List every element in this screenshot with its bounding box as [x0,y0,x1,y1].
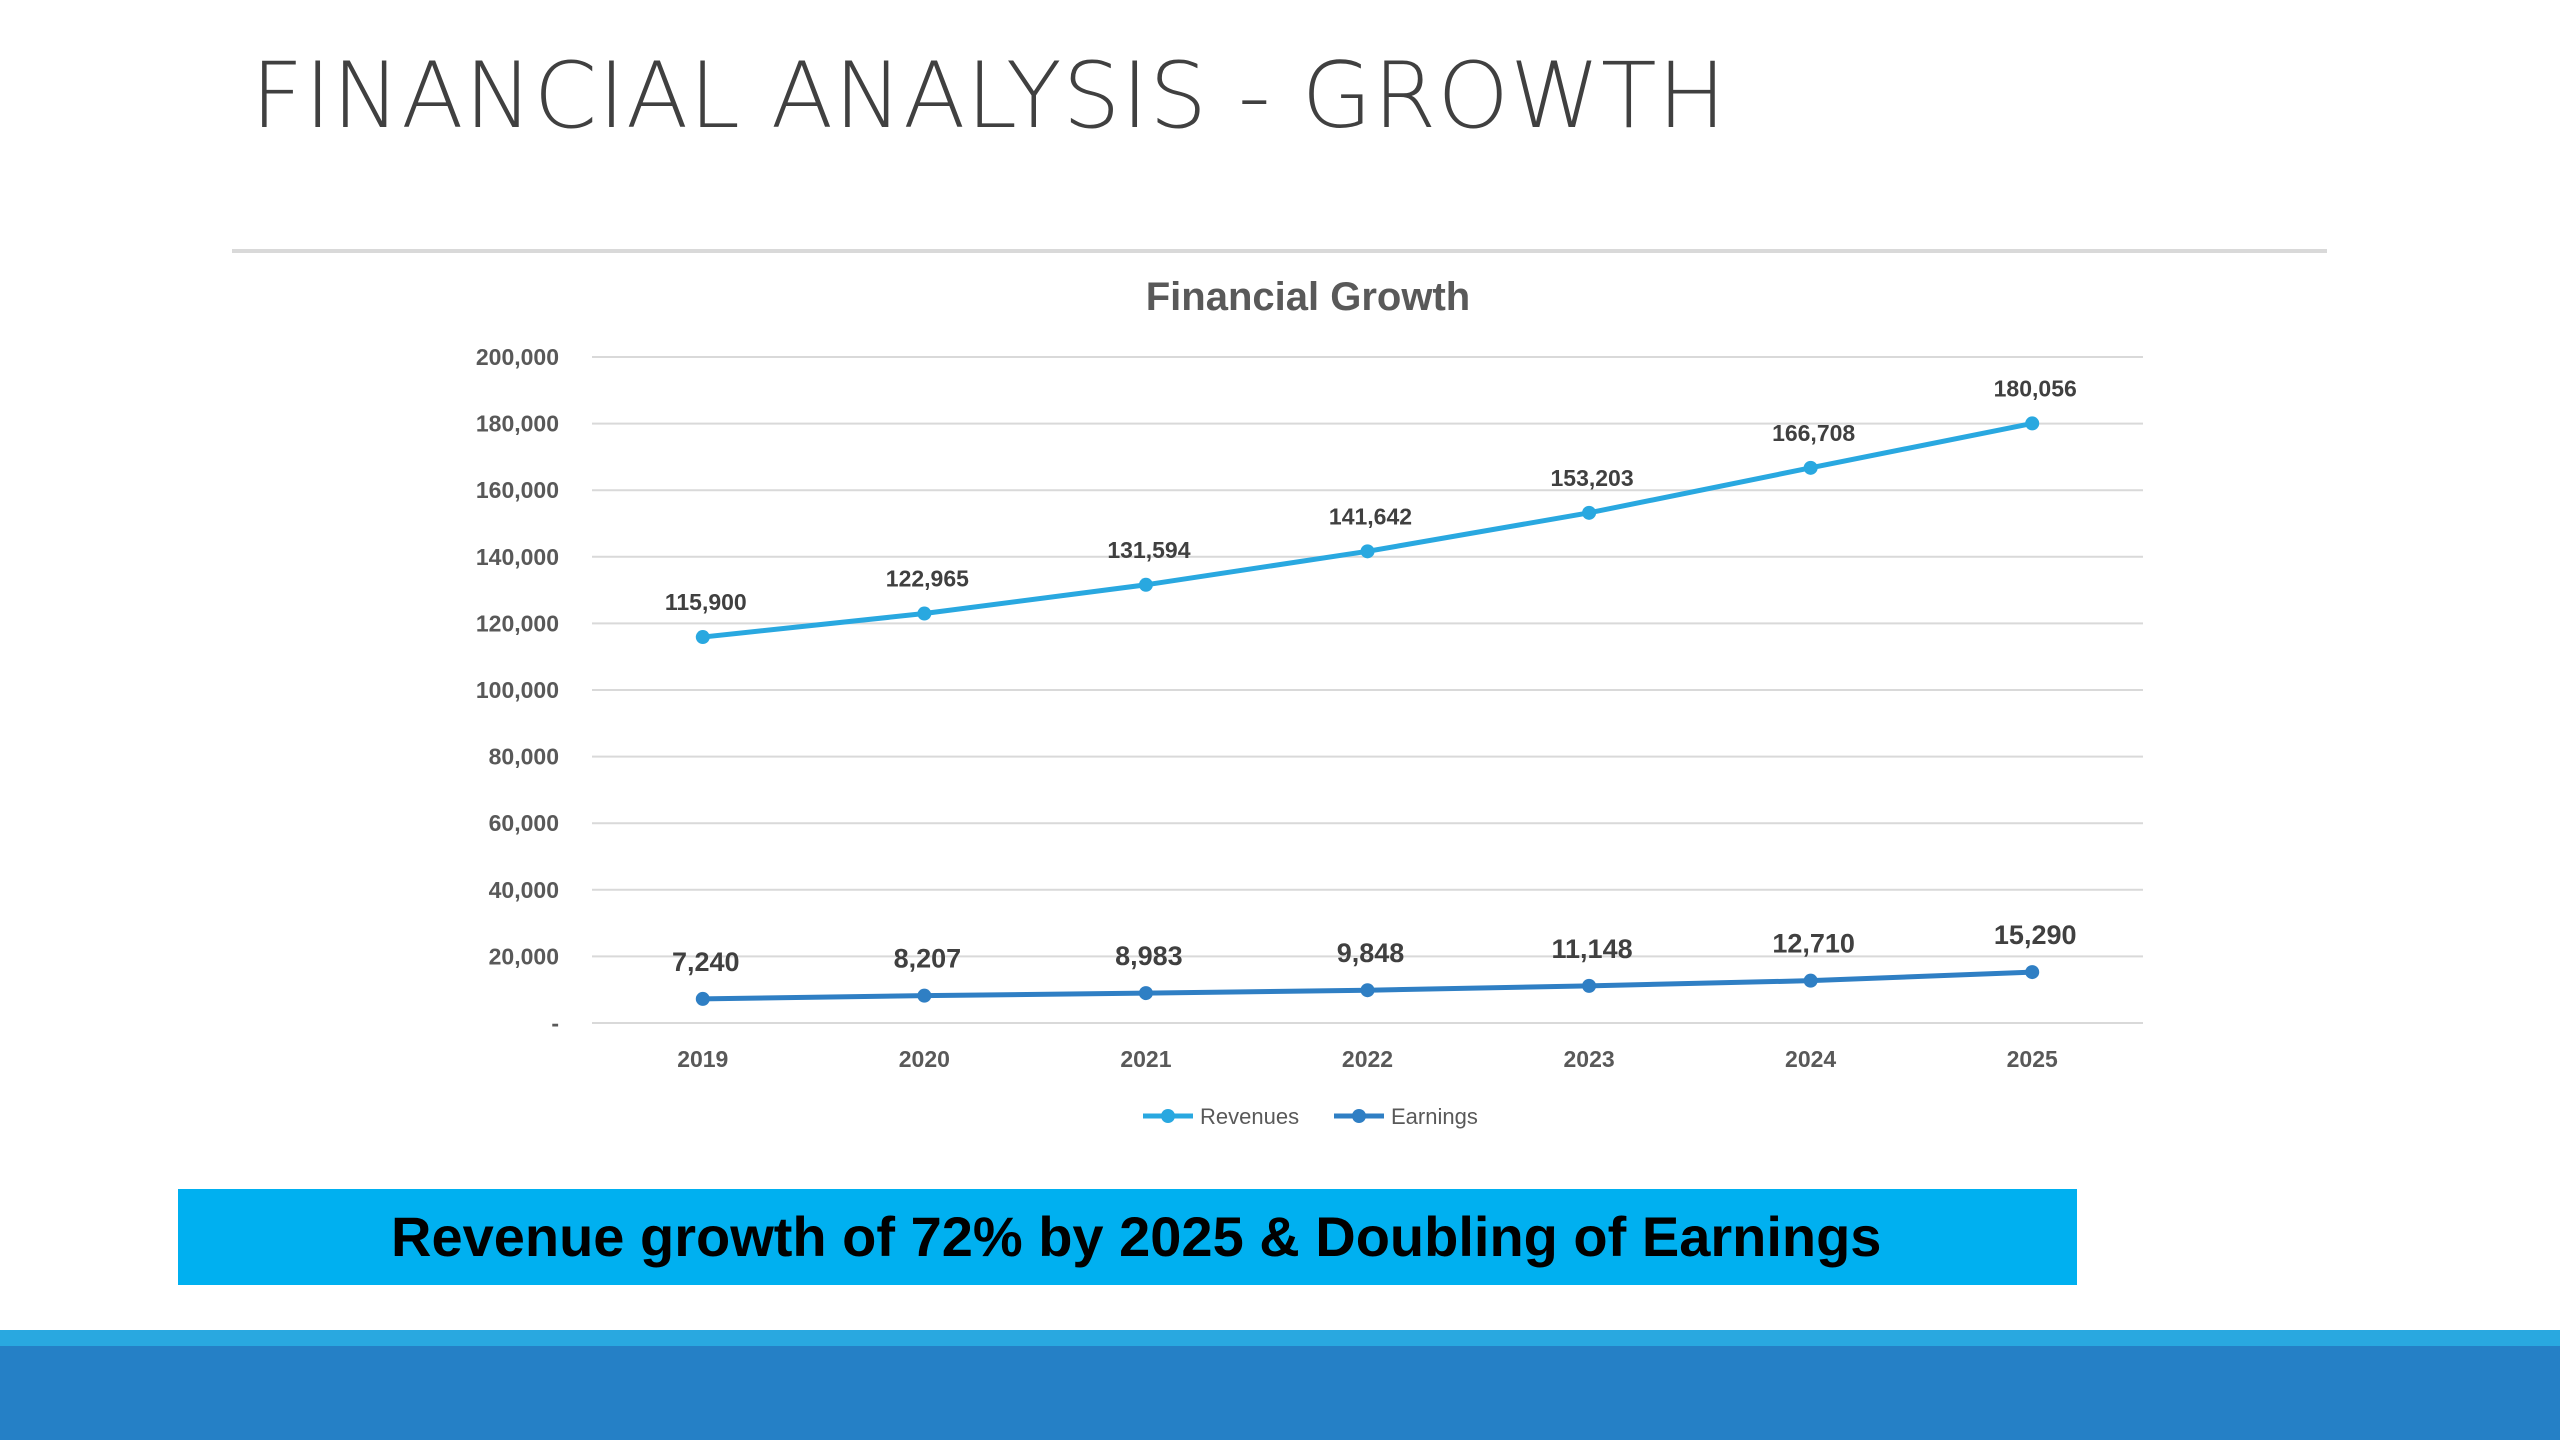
data-point-earnings [695,991,710,1006]
data-point-earnings [917,988,932,1003]
data-label-earnings: 7,240 [672,947,740,977]
data-label-revenues: 180,056 [1994,375,2077,401]
data-label-earnings: 8,983 [1115,941,1183,971]
data-point-revenues [1360,544,1375,559]
data-point-earnings [1360,983,1375,998]
data-point-earnings [1138,986,1153,1001]
callout-banner: Revenue growth of 72% by 2025 & Doubling… [178,1189,2077,1285]
data-point-revenues [695,630,710,645]
data-point-earnings [1582,978,1597,993]
data-label-earnings: 15,290 [1994,920,2077,950]
data-point-revenues [2025,416,2040,431]
slide-title: FINANCIAL ANALYSIS - GROWTH [251,44,1728,149]
y-tick-label: 60,000 [489,810,559,836]
y-tick-label: 40,000 [489,877,559,903]
data-point-earnings [2025,965,2040,980]
data-point-earnings [1803,973,1818,988]
x-tick-label: 2019 [677,1046,728,1072]
data-label-earnings: 8,207 [894,944,962,974]
data-label-revenues: 153,203 [1551,465,1634,491]
x-tick-label: 2024 [1785,1046,1836,1072]
series-line-revenues [702,420,2033,640]
data-label-revenues: 166,708 [1772,420,1855,446]
x-tick-label: 2023 [1563,1046,1614,1072]
y-tick-label: 200,000 [476,344,559,370]
chart-title: Financial Growth [1146,275,1470,319]
data-point-revenues [1803,460,1818,475]
data-label-earnings: 11,148 [1552,934,1633,964]
data-point-revenues [1582,505,1597,520]
y-tick-label: 160,000 [476,477,559,503]
x-tick-label: 2020 [899,1046,950,1072]
callout-text: Revenue growth of 72% by 2025 & Doubling… [391,1205,1882,1268]
legend-label-revenues: Revenues [1200,1104,1299,1129]
y-tick-label: 180,000 [476,411,559,437]
data-point-revenues [917,606,932,621]
data-label-revenues: 131,594 [1107,537,1190,563]
data-label-earnings: 12,710 [1772,929,1855,959]
legend-marker-revenues [1161,1109,1175,1123]
financial-growth-chart: Financial Growth - 20,000 40,000 60,000 80,00… [476,275,2143,1129]
title-divider [232,249,2327,253]
data-label-earnings: 9,848 [1337,938,1405,968]
data-label-revenues: 115,900 [665,589,747,615]
x-tick-label: 2022 [1342,1046,1393,1072]
footer-bar [0,1346,2560,1440]
legend-label-earnings: Earnings [1391,1104,1478,1129]
data-label-revenues: 122,965 [886,566,969,592]
data-point-revenues [1138,577,1153,592]
y-tick-label: 80,000 [489,744,559,770]
x-tick-label: 2025 [2007,1046,2058,1072]
y-tick-label: - [551,1010,559,1036]
y-tick-label: 120,000 [476,610,559,636]
y-tick-label: 20,000 [489,943,559,969]
y-tick-label: 100,000 [476,677,559,703]
y-tick-label: 140,000 [476,544,559,570]
footer-stripe-light [0,1330,2560,1346]
legend-marker-earnings [1352,1109,1366,1123]
data-label-revenues: 141,642 [1329,503,1412,529]
x-tick-label: 2021 [1120,1046,1171,1072]
